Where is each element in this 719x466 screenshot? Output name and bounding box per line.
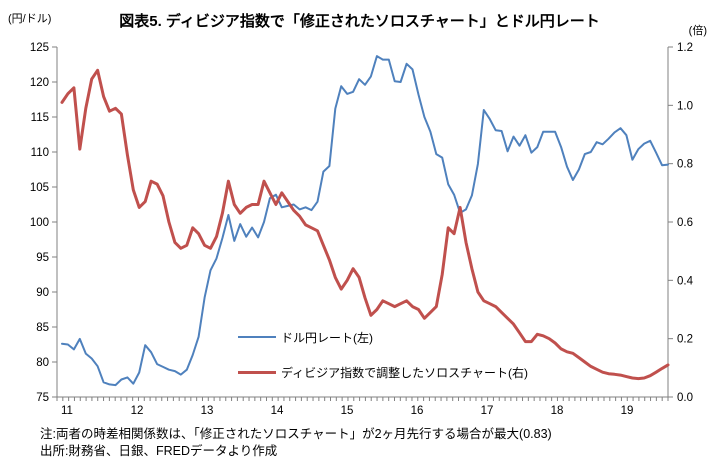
- left-axis-tick-label: 110: [31, 147, 49, 159]
- series-line-soros: [60, 68, 670, 381]
- right-axis-unit-label: (倍): [688, 25, 707, 37]
- right-axis-tick-label: 0.4: [677, 275, 694, 287]
- legend: ドル円レート(左) ディビジア指数で調整したソロスチャート(右): [238, 329, 528, 399]
- left-axis-tick-label: 115: [31, 112, 49, 124]
- right-axis-tick-label: 1.0: [677, 100, 693, 112]
- left-axis-tick-label: 125: [30, 42, 49, 54]
- legend-marker-soros: [238, 370, 276, 374]
- right-axis-tick-label: 0.6: [677, 217, 693, 229]
- left-axis-tick-label: 85: [36, 322, 49, 334]
- right-axis-tick-label: 1.2: [677, 42, 693, 54]
- right-axis-tick-label: 0.8: [677, 159, 693, 171]
- series-line-usdjpy: [61, 55, 669, 387]
- x-axis-year-label: 12: [131, 405, 144, 417]
- x-axis-year-label: 19: [621, 405, 634, 417]
- legend-label-usdjpy: ドル円レート(左): [281, 330, 373, 345]
- left-axis-tick-label: 75: [36, 392, 49, 404]
- left-axis-tick-label: 105: [30, 182, 49, 194]
- legend-item-soros: ディビジア指数で調整したソロスチャート(右): [238, 364, 528, 380]
- legend-label-soros: ディビジア指数で調整したソロスチャート(右): [281, 365, 529, 380]
- left-axis-tick-label: 120: [30, 77, 49, 89]
- right-axis-tick-label: 0.0: [677, 392, 693, 404]
- x-axis-year-label: 15: [341, 405, 354, 417]
- x-axis-year-label: 16: [411, 405, 424, 417]
- chart-title: 図表5. ディビジア指数で「修正されたソロスチャート」とドル円レート: [119, 13, 600, 30]
- left-axis-unit-label: (円/ドル): [8, 13, 52, 25]
- note-correlation: 注:両者の時差相関係数は、「修正されたソロスチャート」が2ヶ月先行する場合が最大…: [40, 427, 552, 441]
- x-axis-year-label: 18: [551, 405, 564, 417]
- note-source: 出所:財務省、日銀、FREDデータより作成: [40, 444, 278, 458]
- left-axis-tick-label: 100: [30, 217, 49, 229]
- x-axis-year-label: 14: [271, 405, 284, 417]
- left-axis-tick-label: 95: [36, 252, 49, 264]
- left-axis-tick-label: 90: [36, 287, 49, 299]
- x-axis-year-label: 17: [481, 405, 494, 417]
- legend-marker-usdjpy: [238, 336, 276, 338]
- x-axis-year-label: 13: [201, 405, 214, 417]
- x-axis-year-label: 11: [61, 405, 73, 417]
- legend-item-usdjpy: ドル円レート(左): [238, 329, 528, 345]
- left-axis-tick-label: 80: [36, 357, 49, 369]
- right-axis-tick-label: 0.2: [677, 334, 693, 346]
